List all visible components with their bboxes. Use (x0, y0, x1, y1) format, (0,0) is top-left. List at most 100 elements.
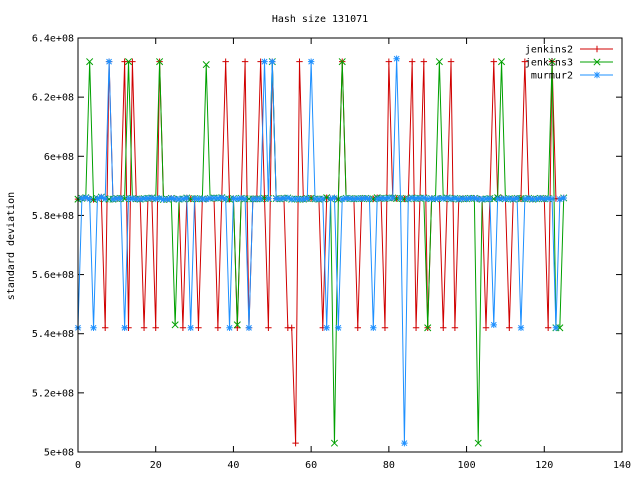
data-point-jenkins2 (292, 439, 299, 447)
data-point-murmur2 (171, 195, 179, 203)
data-point-murmur2 (296, 195, 303, 203)
data-point-murmur2 (358, 195, 365, 202)
legend: jenkins2 jenkins3 murmur2 (525, 45, 613, 82)
data-point-murmur2 (249, 195, 257, 203)
data-point-murmur2 (331, 194, 338, 202)
data-point-murmur2 (471, 195, 478, 202)
data-point-murmur2 (82, 194, 89, 201)
data-point-jenkins2 (408, 58, 416, 65)
data-point-murmur2 (280, 195, 288, 202)
data-point-murmur2 (269, 58, 276, 65)
data-point-jenkins2 (241, 58, 249, 65)
data-point-murmur2 (311, 195, 319, 203)
data-point-jenkins2 (121, 58, 128, 65)
y-tick-label: 5.8e+08 (32, 211, 74, 222)
plot-frame (77, 37, 623, 453)
data-point-murmur2 (513, 195, 521, 202)
y-tick-label: 6.4e+08 (32, 34, 74, 45)
data-point-murmur2 (490, 321, 497, 329)
axis-ticks: 0 20 40 60 80 100 120 140 5e+08 5.2e+08 5.4e+08 5.6… (32, 34, 631, 472)
data-point-jenkins3 (424, 324, 432, 332)
data-point-murmur2 (537, 195, 544, 202)
data-point-murmur2 (354, 195, 361, 202)
data-point-jenkins2 (140, 324, 148, 331)
data-point-murmur2 (416, 195, 424, 202)
data-point-murmur2 (288, 195, 295, 203)
series-line-jenkins2 (77, 61, 564, 444)
data-point-murmur2 (284, 194, 292, 202)
data-point-murmur2 (339, 195, 346, 203)
data-point-jenkins2 (265, 324, 272, 331)
data-point-jenkins2 (214, 324, 222, 331)
data-point-murmur2 (544, 195, 552, 202)
data-point-murmur2 (195, 195, 202, 203)
data-point-murmur2 (94, 195, 101, 202)
data-point-murmur2 (385, 194, 393, 202)
data-point-murmur2 (381, 195, 389, 202)
y-tick-label: 6.2e+08 (32, 93, 74, 104)
data-point-murmur2 (160, 196, 167, 203)
data-point-murmur2 (548, 195, 556, 203)
data-point-jenkins2 (288, 324, 295, 331)
data-point-jenkins3 (124, 58, 133, 66)
data-point-jenkins2 (195, 324, 202, 331)
data-point-murmur2 (436, 195, 443, 202)
data-point-murmur2 (451, 195, 459, 202)
data-point-murmur2 (109, 195, 117, 203)
data-point-murmur2 (362, 195, 369, 202)
data-point-murmur2 (253, 195, 260, 203)
data-point-jenkins2 (381, 324, 389, 331)
data-point-murmur2 (136, 195, 144, 203)
data-point-murmur2 (113, 195, 121, 202)
data-point-murmur2 (152, 195, 159, 203)
data-point-murmur2 (214, 195, 222, 202)
data-point-murmur2 (156, 195, 163, 202)
data-point-murmur2 (335, 324, 342, 331)
data-point-jenkins3 (474, 439, 482, 447)
data-point-murmur2 (307, 58, 315, 65)
data-point-jenkins2 (129, 58, 136, 65)
data-point-murmur2 (218, 194, 225, 201)
y-tick-label: 5.2e+08 (32, 388, 74, 399)
data-point-murmur2 (455, 195, 462, 203)
x-tick-label: 40 (227, 460, 239, 471)
chart-title: Hash size 131071 (272, 14, 368, 25)
data-point-murmur2 (164, 195, 171, 203)
data-point-murmur2 (420, 194, 428, 202)
data-point-murmur2 (346, 195, 354, 202)
data-point-jenkins2 (102, 324, 109, 331)
legend-label: jenkins2 (525, 45, 573, 56)
data-point-murmur2 (300, 195, 307, 203)
data-point-murmur2 (272, 195, 280, 202)
x-tick-label: 100 (458, 460, 476, 471)
x-tick-label: 60 (305, 460, 317, 471)
data-point-murmur2 (467, 195, 474, 202)
data-point-jenkins3 (435, 58, 443, 66)
data-point-murmur2 (443, 194, 451, 202)
data-point-murmur2 (389, 194, 396, 202)
data-point-murmur2 (374, 195, 381, 203)
data-point-murmur2 (533, 195, 540, 203)
x-tick-label: 120 (535, 460, 553, 471)
data-point-jenkins2 (296, 58, 303, 65)
data-point-murmur2 (463, 195, 470, 203)
data-point-murmur2 (265, 195, 272, 202)
data-point-murmur2 (401, 439, 408, 447)
data-point-murmur2 (370, 324, 377, 331)
data-point-jenkins2 (152, 324, 159, 331)
data-point-murmur2 (529, 195, 536, 203)
y-tick-label: 6e+08 (44, 152, 74, 163)
data-point-murmur2 (506, 195, 513, 202)
data-point-jenkins2 (521, 58, 529, 65)
data-point-jenkins2 (234, 324, 241, 331)
data-point-murmur2 (191, 195, 198, 202)
data-point-murmur2 (342, 195, 350, 202)
data-point-murmur2 (105, 58, 113, 65)
data-point-jenkins2 (544, 324, 552, 331)
data-point-murmur2 (125, 195, 132, 202)
data-point-murmur2 (440, 195, 447, 202)
data-point-jenkins3 (330, 439, 339, 447)
legend-marker-murmur2 (593, 71, 601, 79)
data-point-murmur2 (405, 195, 412, 203)
data-point-murmur2 (222, 195, 229, 203)
